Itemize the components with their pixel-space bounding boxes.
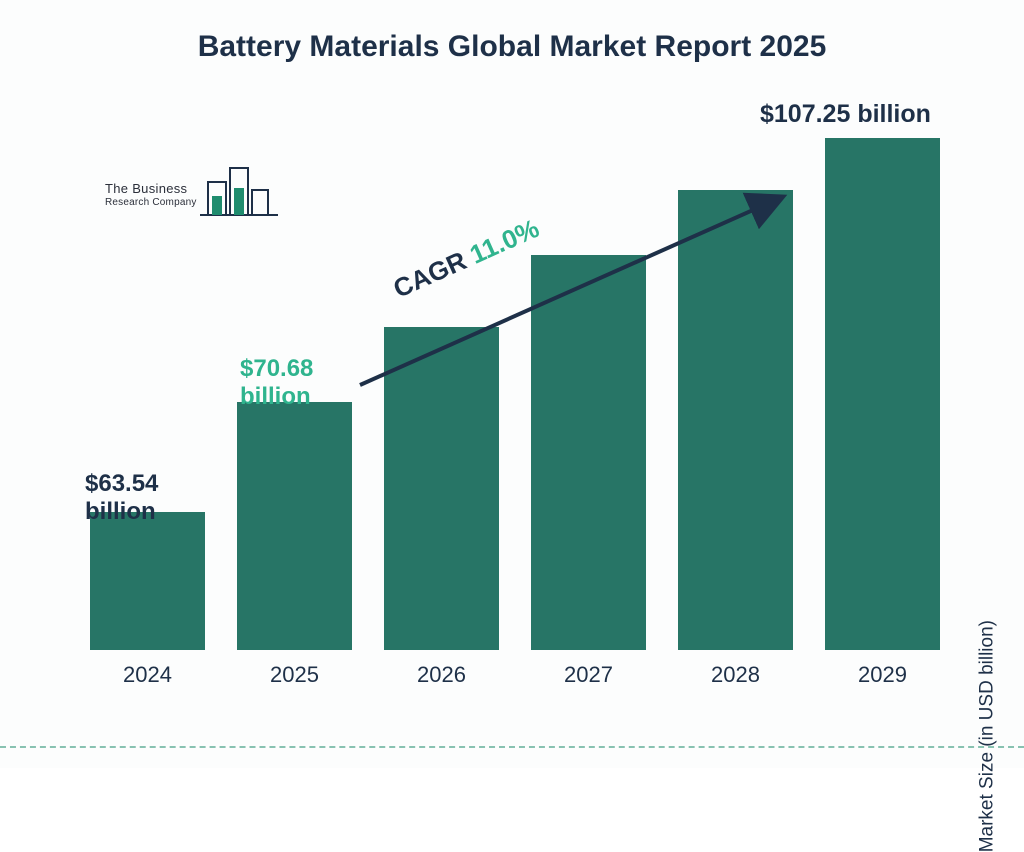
trend-arrow-icon	[80, 130, 950, 650]
bar-chart: 202420252026202720282029 CAGR 11.0% $63.…	[80, 130, 950, 690]
x-tick-2026: 2026	[377, 662, 507, 688]
x-tick-2024: 2024	[83, 662, 213, 688]
value-label-0: $63.54billion	[85, 470, 158, 525]
value-label-2: $107.25 billion	[760, 100, 931, 129]
footer-divider	[0, 746, 1024, 748]
chart-title: Battery Materials Global Market Report 2…	[0, 30, 1024, 64]
x-tick-2025: 2025	[230, 662, 360, 688]
x-tick-2028: 2028	[671, 662, 801, 688]
y-axis-label: Market Size (in USD billion)	[976, 620, 998, 852]
value-label-1: $70.68billion	[240, 355, 313, 410]
x-tick-2029: 2029	[818, 662, 948, 688]
x-tick-2027: 2027	[524, 662, 654, 688]
chart-canvas: Battery Materials Global Market Report 2…	[0, 0, 1024, 768]
